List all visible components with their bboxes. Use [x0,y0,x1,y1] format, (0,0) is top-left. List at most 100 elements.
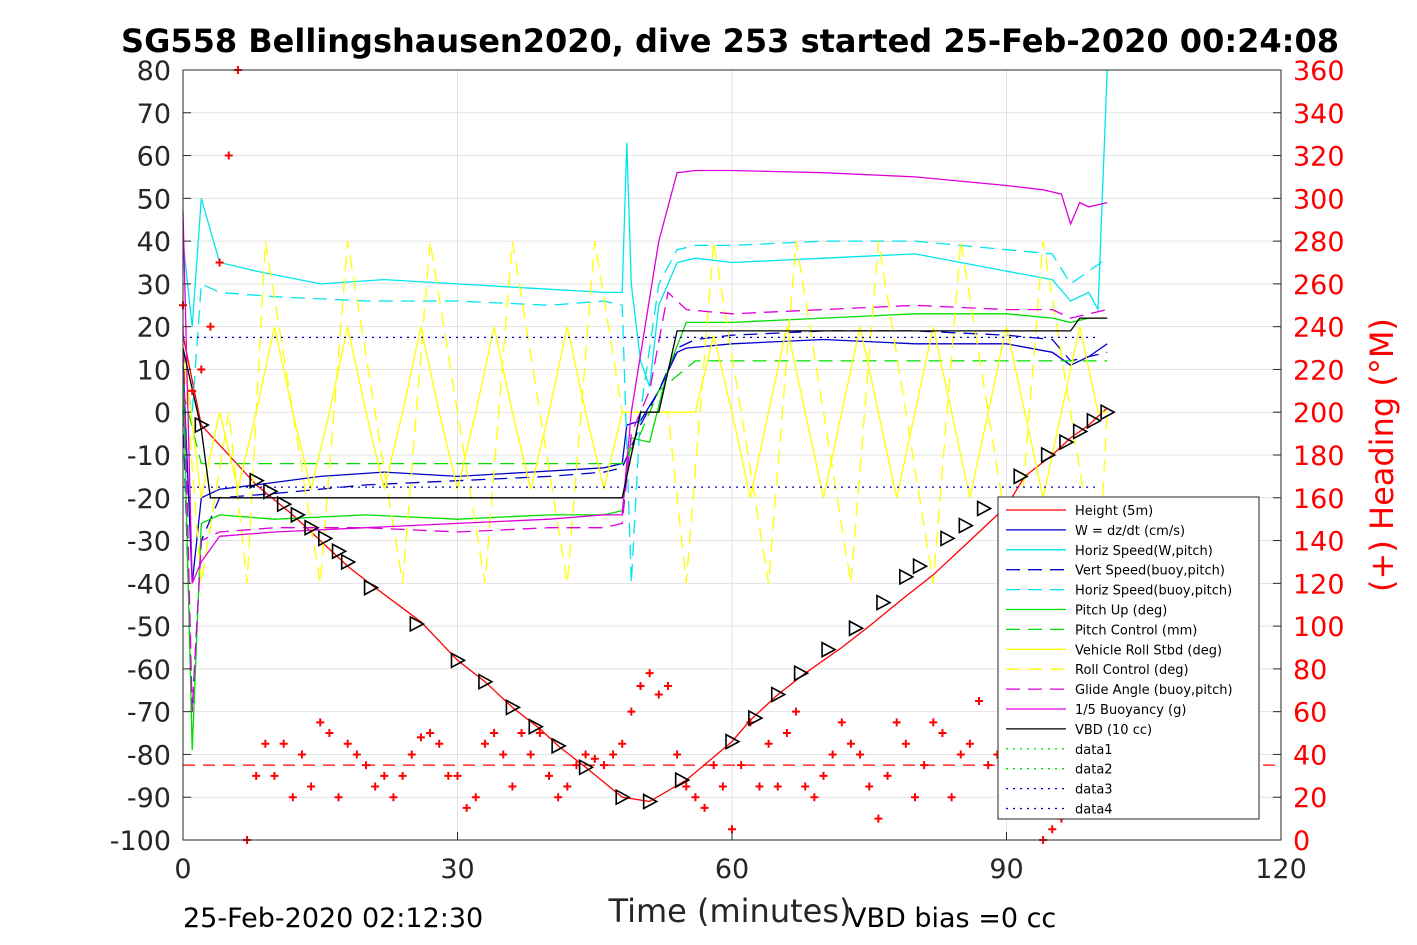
y-tick-label-right: 120 [1293,569,1345,600]
y-tick-label-right: 300 [1293,184,1345,215]
x-tick-label: 120 [1255,854,1307,885]
depth-marker [1059,433,1075,451]
y-tick-label-left: 30 [137,270,171,301]
y-tick-label-left: -100 [110,826,171,857]
footer-timestamp: 25-Feb-2020 02:12:30 [183,903,483,934]
y-tick-label-right: 240 [1293,313,1345,344]
y-tick-label-right: 20 [1293,783,1327,814]
heading-point [508,782,517,791]
x-axis-label: Time (minutes) [608,892,852,930]
x-tick-label: 60 [715,854,749,885]
legend-label-11: VBD (10 cc) [1075,723,1152,738]
y-tick-label-right: 260 [1293,270,1345,301]
depth-marker [899,568,915,586]
depth-marker [331,542,348,560]
y-tick-label-left: 10 [137,355,171,386]
heading-point [828,750,837,759]
heading-point [316,718,325,727]
depth-marker [1072,423,1089,440]
depth-marker [340,553,357,571]
depth-marker [1013,468,1029,485]
heading-point [627,707,636,716]
depth-marker [551,737,567,755]
legend-label-4: Horiz Speed(buoy,pitch) [1075,584,1232,599]
x-tick-label: 30 [440,854,474,885]
y-tick-label-left: -50 [127,612,171,643]
depth-marker [263,483,279,500]
heading-point [535,729,544,738]
depth-marker [615,788,631,806]
heading-point [490,729,499,738]
heading-point [435,739,444,748]
x-tick-label: 90 [989,854,1023,885]
y-tick-label-left: 60 [137,142,171,173]
series-line-11 [182,317,1108,499]
heading-point [224,151,233,160]
legend-box [997,496,1260,820]
depth-marker [1100,403,1116,421]
heading-point [215,258,224,267]
heading-point [929,718,938,727]
heading-point [682,782,691,791]
y-tick-label-right: 40 [1293,740,1327,771]
heading-point [654,690,663,699]
heading-point [965,739,974,748]
heading-layer [179,66,1281,844]
y-tick-label-right: 360 [1293,56,1345,87]
depth-marker [725,733,741,750]
heading-point [856,750,865,759]
legend-label-6: Pitch Control (mm) [1075,623,1197,638]
x-axis: 0 30 60 90 120 [174,832,1307,885]
heading-point [782,729,791,738]
heading-point [526,750,535,759]
heading-point [883,771,892,780]
depth-marker [528,718,544,735]
depth-marker [976,500,993,517]
y-tick-label-left: -30 [127,527,171,558]
heading-point [874,814,883,823]
y-tick-label-left: 0 [154,398,171,429]
heading-point [380,771,389,780]
legend-label-15: data4 [1075,803,1113,818]
x-tick-label: 0 [174,854,191,885]
depth-marker [821,641,837,658]
heading-point [737,761,746,770]
heading-point [563,782,572,791]
heading-point [279,739,288,748]
heading-point [911,793,919,802]
y-tick-label-left: 70 [137,99,171,130]
legend-label-13: data2 [1075,763,1113,778]
heading-point [755,782,764,791]
heading-point [197,365,206,374]
footer-vbd-bias: VBD bias =0 cc [848,903,1056,934]
depth-marker [249,472,265,490]
y-tick-label-right: 280 [1293,227,1345,258]
y-tick-label-left: 40 [137,227,171,258]
heading-point [700,803,709,812]
y-tick-label-left: -70 [127,698,171,729]
heading-point [407,750,416,759]
legend-label-5: Pitch Up (deg) [1075,604,1167,619]
heading-point [545,771,553,780]
heading-point [947,793,956,802]
heading-point [645,669,654,678]
y-tick-label-right: 320 [1293,142,1345,173]
y-tick-label-left: -80 [127,740,171,771]
depth-marker [276,495,293,513]
heading-point [206,322,215,331]
depth-marker [304,519,320,537]
depth-marker [876,594,892,611]
y-tick-label-right: 140 [1293,527,1345,558]
legend: Height (5m) W = dz/dt (cm/s) Horiz Speed(W… [997,496,1260,820]
y-tick-label-right: 60 [1293,698,1327,729]
depth-marker [748,709,764,727]
heading-point [325,729,334,738]
heading-point [837,718,846,727]
heading-point [691,793,700,802]
heading-point [984,761,993,770]
depth-marker [642,793,659,810]
heading-point [938,729,947,738]
y-tick-label-left: -10 [127,441,171,472]
y-tick-label-right: 220 [1293,355,1345,386]
